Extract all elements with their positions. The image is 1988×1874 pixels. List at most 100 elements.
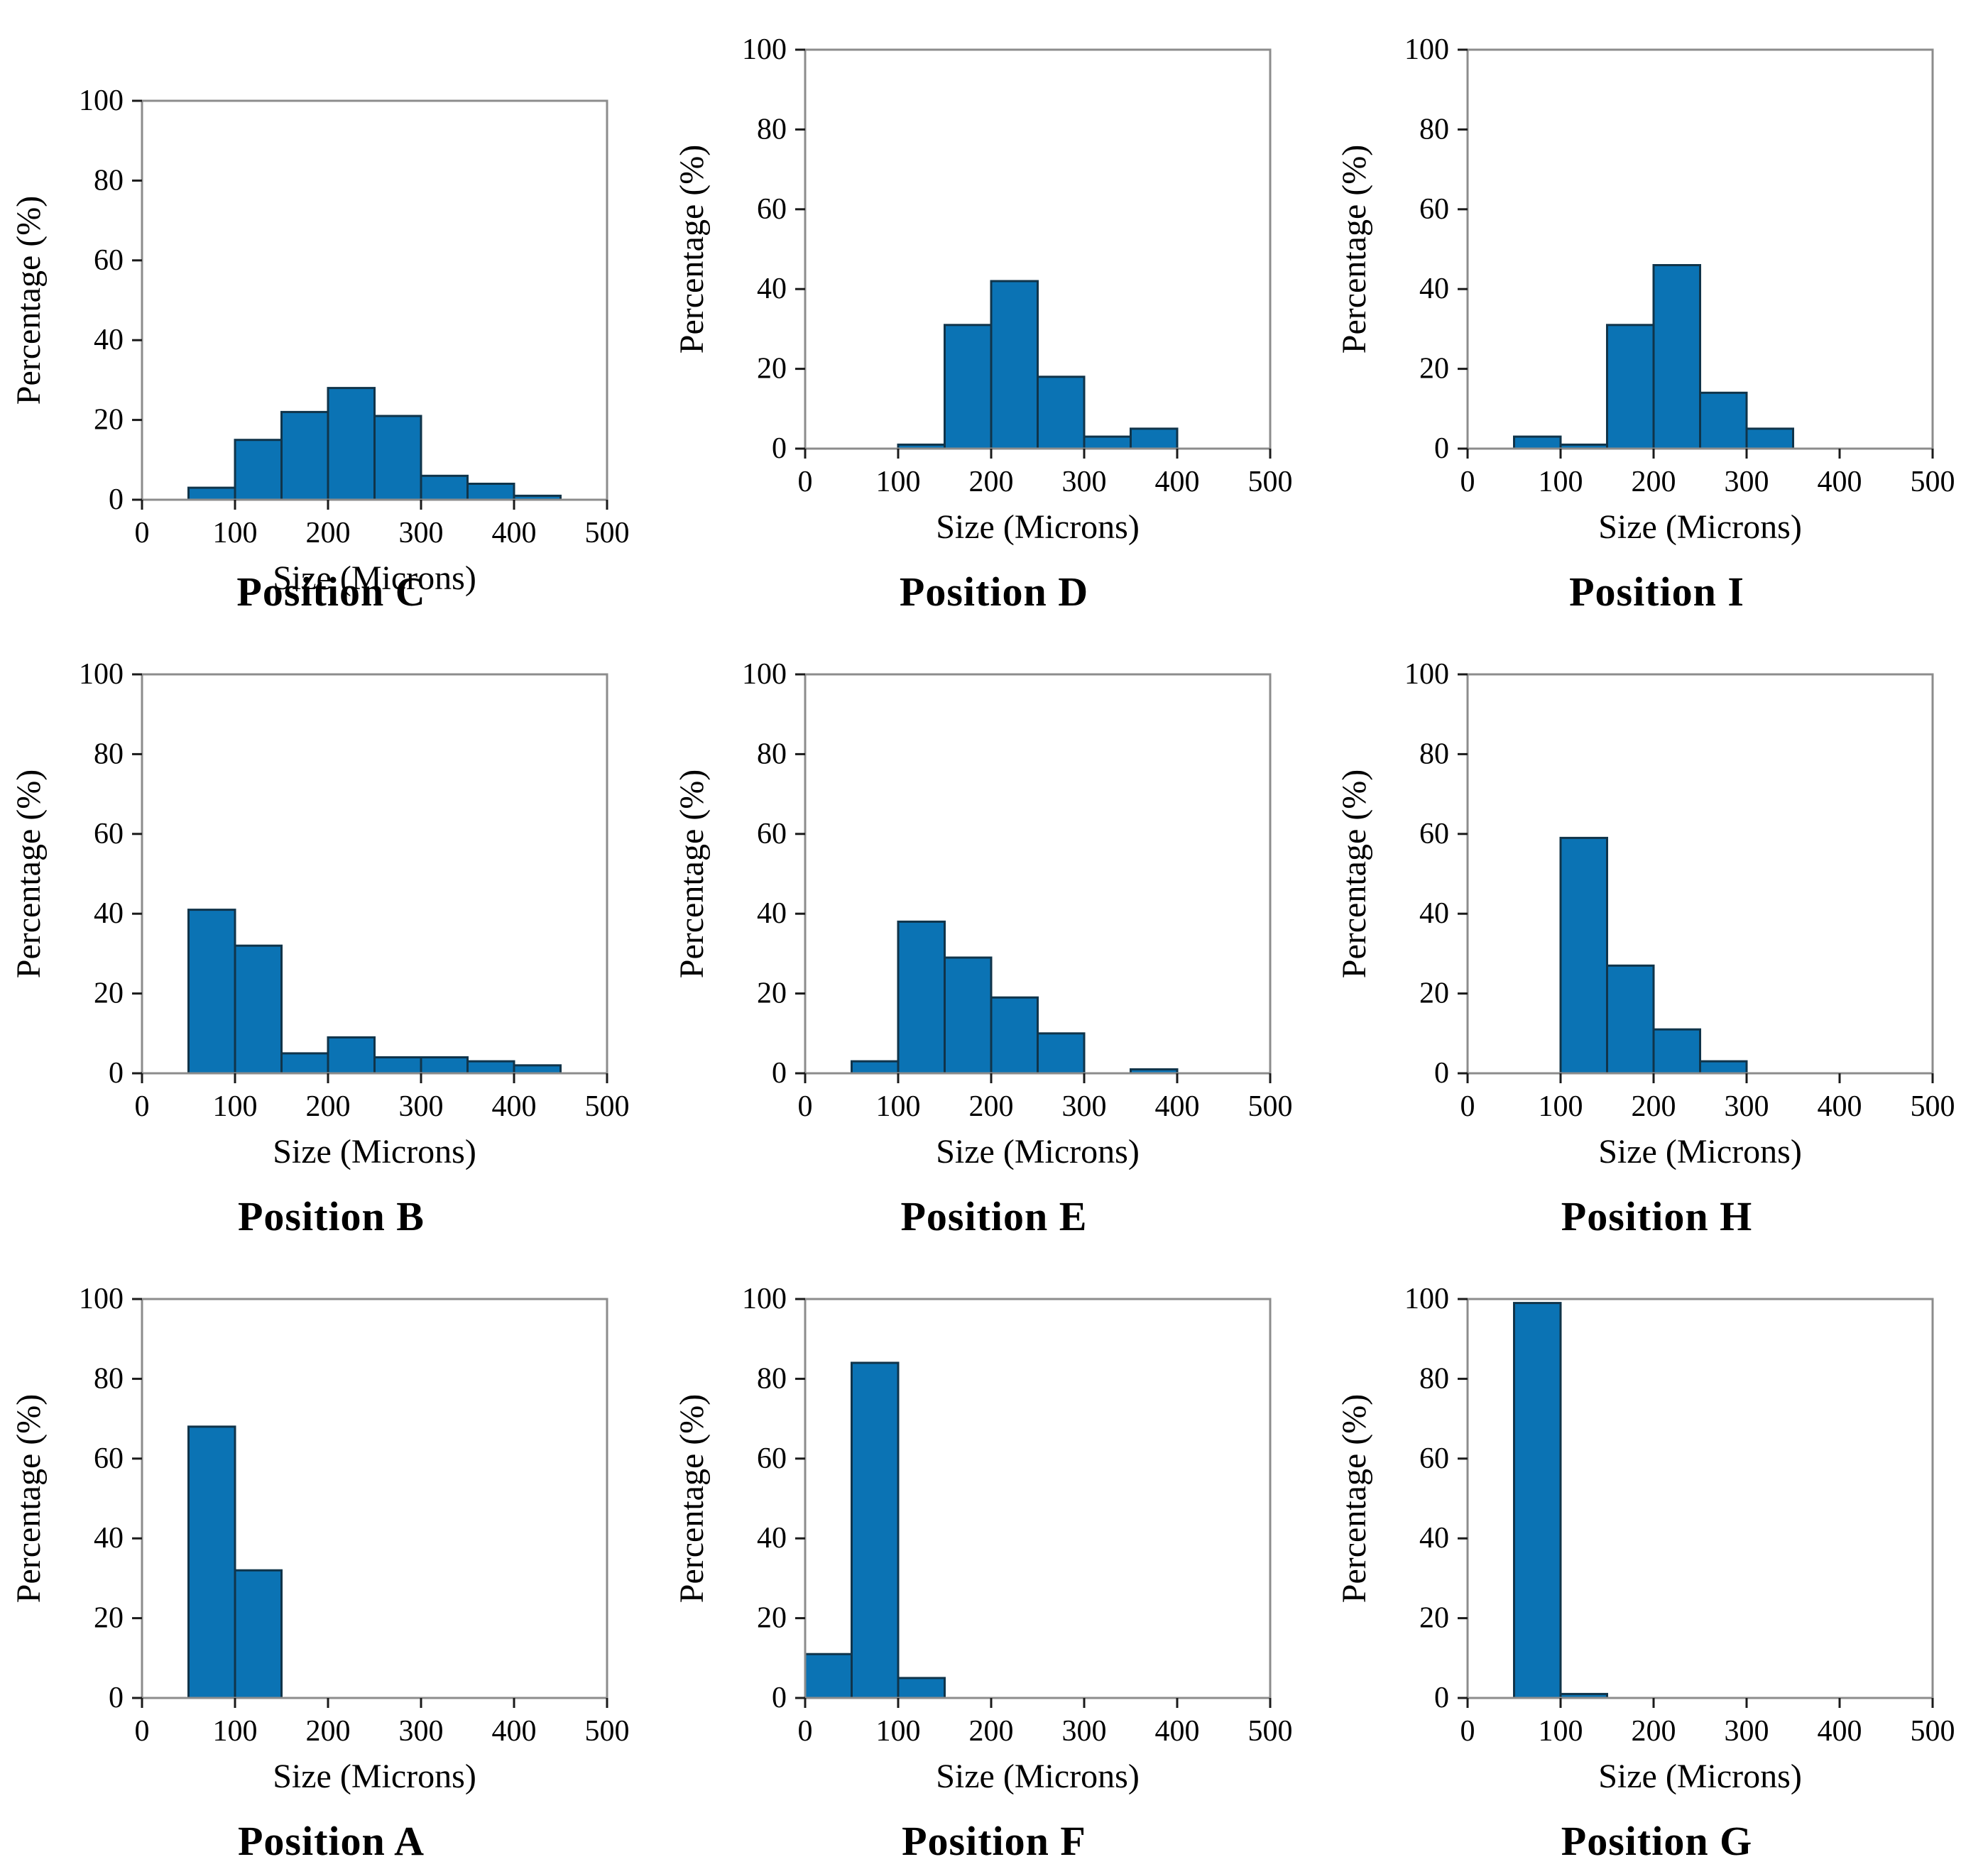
svg-text:Size (Microns): Size (Microns) bbox=[936, 508, 1140, 546]
histogram-position-e: 0 100 200 300 400 500 0 20 40 60 80 100 Size (Micron… bbox=[673, 658, 1293, 1171]
panel-title-position-c: Position C bbox=[236, 568, 426, 615]
svg-text:0: 0 bbox=[109, 1682, 124, 1714]
svg-text:400: 400 bbox=[1818, 1090, 1862, 1123]
panel-title-position-b: Position B bbox=[238, 1193, 425, 1239]
svg-text:80: 80 bbox=[94, 1362, 124, 1395]
svg-text:80: 80 bbox=[1419, 1362, 1449, 1395]
histogram-position-h: 0 100 200 300 400 500 0 20 40 60 80 100 Size (Micron… bbox=[1336, 658, 1955, 1171]
svg-text:300: 300 bbox=[399, 1090, 444, 1123]
svg-text:200: 200 bbox=[968, 466, 1013, 498]
svg-text:100: 100 bbox=[742, 658, 787, 691]
svg-text:20: 20 bbox=[1419, 1602, 1449, 1635]
svg-text:Percentage (%): Percentage (%) bbox=[673, 769, 711, 979]
svg-text:40: 40 bbox=[757, 1522, 787, 1555]
svg-text:100: 100 bbox=[213, 1715, 258, 1748]
svg-text:500: 500 bbox=[1247, 466, 1292, 498]
svg-text:500: 500 bbox=[585, 517, 630, 549]
svg-text:400: 400 bbox=[1154, 466, 1199, 498]
svg-text:0: 0 bbox=[1460, 466, 1475, 498]
svg-text:100: 100 bbox=[875, 466, 920, 498]
svg-text:40: 40 bbox=[757, 273, 787, 305]
svg-text:0: 0 bbox=[135, 517, 150, 549]
svg-text:300: 300 bbox=[1725, 1090, 1769, 1123]
svg-text:60: 60 bbox=[1419, 1442, 1449, 1475]
svg-text:400: 400 bbox=[492, 1090, 537, 1123]
svg-text:400: 400 bbox=[1154, 1715, 1199, 1748]
panel-title-position-i: Position I bbox=[1569, 568, 1744, 615]
svg-text:80: 80 bbox=[1419, 113, 1449, 146]
histogram-position-b: 0 100 200 300 400 500 0 20 40 60 80 100 Size (Micron… bbox=[10, 658, 630, 1171]
histogram-position-i: 0 100 200 300 400 500 0 20 40 60 80 100 Size (Micron… bbox=[1336, 33, 1955, 546]
panel-title-position-f: Position F bbox=[902, 1817, 1086, 1864]
svg-text:200: 200 bbox=[306, 1715, 351, 1748]
svg-text:20: 20 bbox=[1419, 977, 1449, 1010]
svg-text:Percentage (%): Percentage (%) bbox=[673, 145, 711, 354]
svg-text:400: 400 bbox=[1154, 1090, 1199, 1123]
svg-text:500: 500 bbox=[585, 1715, 630, 1748]
svg-text:100: 100 bbox=[1404, 658, 1449, 691]
svg-text:200: 200 bbox=[306, 517, 351, 549]
svg-text:40: 40 bbox=[94, 324, 124, 356]
svg-text:100: 100 bbox=[1539, 1715, 1583, 1748]
svg-text:300: 300 bbox=[1061, 1090, 1106, 1123]
svg-text:60: 60 bbox=[757, 193, 787, 226]
svg-text:40: 40 bbox=[1419, 1522, 1449, 1555]
svg-text:500: 500 bbox=[1911, 1090, 1955, 1123]
panel-position-h: 0 100 200 300 400 500 0 20 40 60 80 100 Size (Micron… bbox=[1326, 625, 1988, 1249]
svg-text:40: 40 bbox=[1419, 273, 1449, 305]
svg-text:0: 0 bbox=[1434, 1057, 1449, 1090]
svg-text:200: 200 bbox=[1632, 1090, 1676, 1123]
svg-text:400: 400 bbox=[1818, 1715, 1862, 1748]
svg-text:80: 80 bbox=[1419, 738, 1449, 770]
svg-text:100: 100 bbox=[875, 1090, 920, 1123]
svg-text:100: 100 bbox=[213, 1090, 258, 1123]
svg-text:100: 100 bbox=[1539, 1090, 1583, 1123]
svg-text:100: 100 bbox=[875, 1715, 920, 1748]
svg-text:Percentage (%): Percentage (%) bbox=[10, 1394, 48, 1604]
svg-text:0: 0 bbox=[1460, 1715, 1475, 1748]
panel-title-position-a: Position A bbox=[238, 1817, 425, 1864]
svg-text:100: 100 bbox=[79, 1283, 124, 1315]
svg-text:500: 500 bbox=[1247, 1715, 1292, 1748]
svg-text:Percentage (%): Percentage (%) bbox=[1336, 145, 1373, 354]
svg-text:Size (Microns): Size (Microns) bbox=[273, 1758, 476, 1795]
svg-text:0: 0 bbox=[772, 1682, 787, 1714]
svg-text:300: 300 bbox=[399, 517, 444, 549]
svg-text:300: 300 bbox=[399, 1715, 444, 1748]
svg-text:300: 300 bbox=[1061, 1715, 1106, 1748]
svg-text:60: 60 bbox=[757, 1442, 787, 1475]
histogram-position-f: 0 100 200 300 400 500 0 20 40 60 80 100 Size (Micron… bbox=[673, 1283, 1293, 1795]
panel-position-a: 0 100 200 300 400 500 0 20 40 60 80 100 Size (Micron… bbox=[0, 1249, 662, 1874]
svg-text:Size (Microns): Size (Microns) bbox=[1598, 1133, 1802, 1171]
svg-text:20: 20 bbox=[94, 977, 124, 1010]
svg-text:80: 80 bbox=[757, 738, 787, 770]
svg-text:0: 0 bbox=[135, 1090, 150, 1123]
svg-text:0: 0 bbox=[1434, 432, 1449, 465]
svg-text:500: 500 bbox=[1247, 1090, 1292, 1123]
svg-text:40: 40 bbox=[94, 1522, 124, 1555]
panel-title-position-h: Position H bbox=[1561, 1193, 1753, 1239]
svg-text:60: 60 bbox=[94, 818, 124, 850]
svg-text:80: 80 bbox=[94, 738, 124, 770]
svg-text:Percentage (%): Percentage (%) bbox=[10, 769, 48, 979]
panel-position-g: 0 100 200 300 400 500 0 20 40 60 80 100 Size (Micron… bbox=[1326, 1249, 1988, 1874]
svg-text:40: 40 bbox=[757, 897, 787, 930]
svg-text:60: 60 bbox=[94, 1442, 124, 1475]
svg-text:20: 20 bbox=[94, 1602, 124, 1635]
svg-text:500: 500 bbox=[1911, 1715, 1955, 1748]
svg-text:0: 0 bbox=[772, 432, 787, 465]
svg-text:80: 80 bbox=[757, 113, 787, 146]
svg-text:Size (Microns): Size (Microns) bbox=[936, 1133, 1140, 1171]
svg-text:0: 0 bbox=[1434, 1682, 1449, 1714]
svg-text:400: 400 bbox=[492, 1715, 537, 1748]
svg-text:200: 200 bbox=[306, 1090, 351, 1123]
histogram-position-c: 0 100 200 300 400 500 0 20 40 60 80 100 Size (Micron… bbox=[10, 84, 630, 597]
svg-text:500: 500 bbox=[1911, 466, 1955, 498]
svg-text:200: 200 bbox=[968, 1090, 1013, 1123]
svg-text:100: 100 bbox=[742, 33, 787, 66]
panel-position-i: 0 100 200 300 400 500 0 20 40 60 80 100 Size (Micron… bbox=[1326, 0, 1988, 625]
svg-text:60: 60 bbox=[1419, 818, 1449, 850]
svg-text:60: 60 bbox=[94, 244, 124, 277]
